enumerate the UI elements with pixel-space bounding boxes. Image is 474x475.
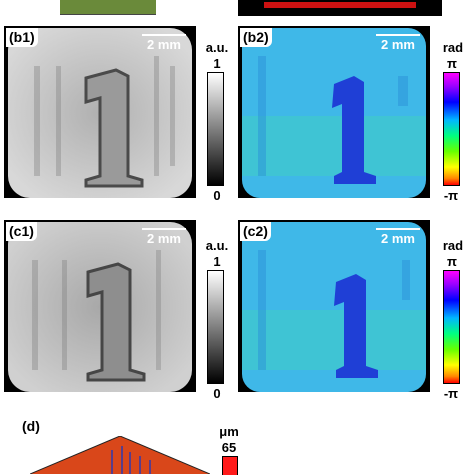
c2-phase-colorbar: [443, 270, 460, 384]
panel-b2-scale-bar: 2 mm: [376, 34, 420, 52]
scale-bar-text: 2 mm: [381, 37, 415, 52]
panel-b1-amplitude-image: (b1) 2 mm: [4, 26, 196, 198]
c1-colorbar-min: 0: [213, 386, 221, 401]
d-colorbar-unit: μm: [219, 424, 239, 439]
panel-c2-label: (c2): [240, 222, 271, 241]
scale-bar-text: 2 mm: [381, 231, 415, 246]
top-red-bar: [264, 2, 416, 8]
panel-b1-scale-bar: 2 mm: [142, 34, 186, 52]
c1-amplitude-colorbar: [207, 270, 224, 384]
c2-colorbar-max: π: [447, 254, 457, 269]
scale-bar-text: 2 mm: [147, 37, 181, 52]
panel-c1-scale-bar: 2 mm: [142, 228, 186, 246]
scale-bar-line: [142, 34, 186, 36]
top-black-strip: [238, 0, 442, 16]
b2-colorbar-unit: rad: [442, 40, 464, 55]
top-thumbnail: [60, 0, 156, 15]
panel-c1-amplitude-image: (c1) 2 mm: [4, 220, 196, 392]
b2-colorbar-max: π: [447, 56, 457, 71]
b1-colorbar-unit: a.u.: [205, 40, 229, 55]
panel-b2-phase-image: (b2) 2 mm: [238, 26, 430, 198]
c1-colorbar-max: 1: [213, 254, 221, 269]
b2-colorbar-min: -π: [443, 188, 459, 203]
b1-colorbar-max: 1: [213, 56, 221, 71]
c2-colorbar-unit: rad: [442, 238, 464, 253]
panel-c1-label: (c1): [6, 222, 37, 241]
d-colorbar-max: 65: [221, 440, 237, 455]
c2-colorbar-min: -π: [443, 386, 459, 401]
c1-colorbar-unit: a.u.: [205, 238, 229, 253]
b2-phase-colorbar: [443, 72, 460, 186]
scale-bar-line: [142, 228, 186, 230]
panel-c2-scale-bar: 2 mm: [376, 228, 420, 246]
panel-b2-label: (b2): [240, 28, 272, 47]
scale-bar-text: 2 mm: [147, 231, 181, 246]
b1-amplitude-colorbar: [207, 72, 224, 186]
scale-bar-line: [376, 228, 420, 230]
scale-bar-line: [376, 34, 420, 36]
d-height-colorbar: [222, 456, 238, 475]
panel-d-label: (d): [22, 418, 40, 434]
b1-colorbar-min: 0: [213, 188, 221, 203]
panel-b1-label: (b1): [6, 28, 38, 47]
panel-c2-phase-image: (c2) 2 mm: [238, 220, 430, 392]
panel-d-surface-plot: [30, 436, 210, 474]
